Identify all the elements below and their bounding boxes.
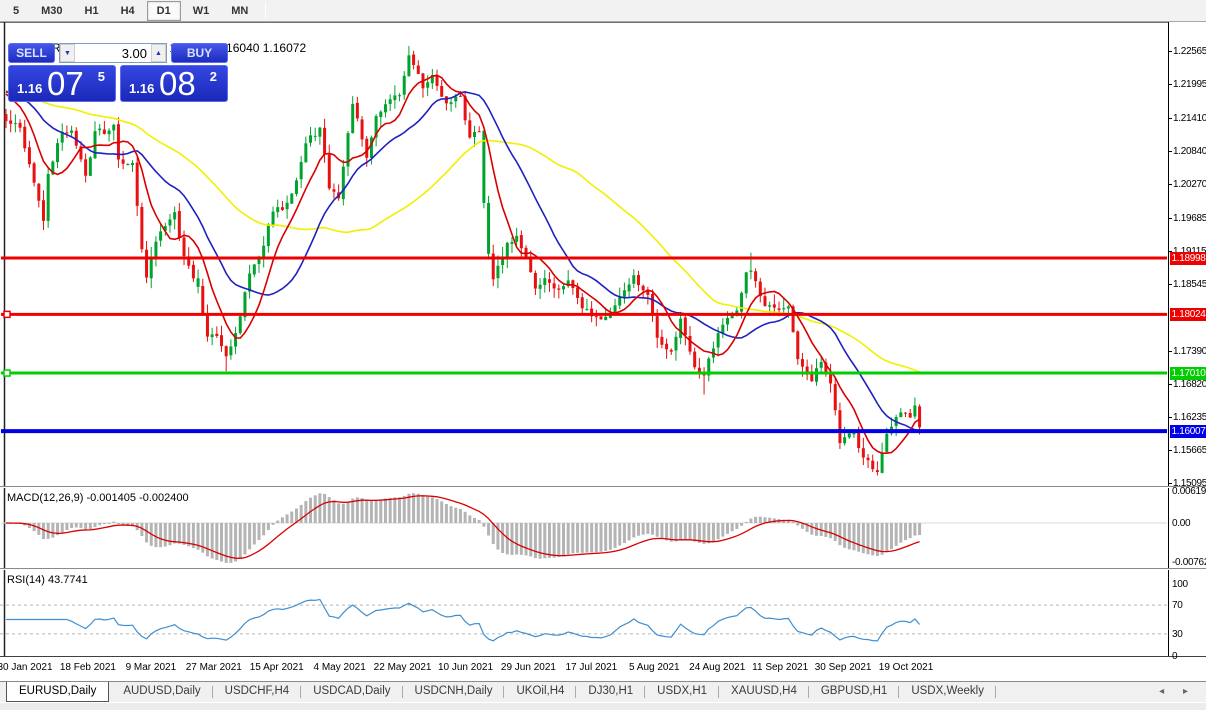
chart-window[interactable]: ▲EURUSD,Daily 1.16091 1.16161 1.16040 1.…	[0, 22, 1206, 681]
price-tick-label: 1.17390	[1168, 345, 1206, 357]
rsi-tick-label: 100	[1172, 578, 1188, 590]
price-tick-label: 1.16235	[1168, 412, 1206, 424]
timeframe-button-MN[interactable]: MN	[231, 4, 249, 17]
date-label: 4 May 2021	[313, 662, 366, 673]
volume-spinner: ▼ 3.00 ▲	[59, 43, 167, 63]
price-tick-label: 1.20840	[1168, 145, 1206, 157]
rsi-tick-label: 0	[1172, 650, 1178, 662]
pane-divider[interactable]	[0, 486, 1206, 488]
rsi-indicator-header: RSI(14) 43.7741	[7, 574, 88, 586]
price-tick-label: 1.21995	[1168, 79, 1206, 91]
price-tick-label: 1.16820	[1168, 378, 1206, 390]
chart-tab-usdx-h1[interactable]: USDX,H1	[645, 682, 719, 700]
price-axis[interactable]: 1.22565 1.21995 1.21410 1.20840 1.20270 1.196…	[1168, 22, 1206, 656]
chart-tab-bar: EURUSD,Daily AUDUSD,Daily USDCHF,H4 USDCAD,…	[0, 681, 1206, 702]
sell-price-prefix: 1.16	[17, 81, 43, 96]
date-label: 15 Apr 2021	[249, 662, 304, 673]
buy-price-big: 08	[159, 65, 196, 102]
date-label: 30 Sep 2021	[814, 662, 872, 673]
chart-tab-usdcad-daily[interactable]: USDCAD,Daily	[301, 682, 403, 700]
pane-border	[0, 656, 1206, 657]
price-tick-label: 1.19685	[1168, 212, 1206, 224]
date-label: 27 Mar 2021	[185, 662, 242, 673]
date-label: 22 May 2021	[373, 662, 432, 673]
timeframe-button-D1[interactable]: D1	[146, 0, 181, 21]
chart-tab-usdx-weekly[interactable]: USDX,Weekly	[899, 682, 996, 700]
macd-tick-label: 0.006193	[1172, 485, 1206, 497]
date-label: 29 Jun 2021	[500, 662, 556, 673]
timeframe-button-W1[interactable]: W1	[192, 4, 210, 17]
timeframe-button-H4[interactable]: H4	[120, 4, 135, 17]
date-label: 17 Jul 2021	[565, 662, 618, 673]
date-label: 30 Jan 2021	[0, 662, 53, 673]
sell-price-panel[interactable]: 1.16 07 5	[8, 65, 116, 102]
toolbar-separator	[265, 2, 267, 19]
date-label: 18 Feb 2021	[59, 662, 117, 673]
timeframe-toolbar: 5 M30 H1 H4 D1 W1 MN	[0, 0, 1206, 22]
date-label: 9 Mar 2021	[125, 662, 177, 673]
chart-tab-ukoil-h4[interactable]: UKOil,H4	[504, 682, 577, 700]
sell-price-sup: 5	[97, 69, 105, 84]
buy-price-panel[interactable]: 1.16 08 2	[120, 65, 228, 102]
price-tick-label: 1.21410	[1168, 112, 1206, 124]
volume-field[interactable]: 3.00	[121, 46, 147, 61]
buy-button[interactable]: BUY	[171, 43, 228, 63]
rsi-tick-label: 30	[1172, 628, 1183, 640]
date-axis: 30 Jan 2021 18 Feb 2021 9 Mar 2021 27 Mar 2…	[0, 657, 1206, 681]
timeframe-button-H1[interactable]: H1	[84, 4, 99, 17]
price-level-badge: 1.18998	[1170, 251, 1206, 265]
price-tick-label: 1.22565	[1168, 46, 1206, 58]
date-label: 24 Aug 2021	[689, 662, 746, 673]
macd-tick-label: 0.00	[1172, 518, 1191, 529]
one-click-trade-widget: SELL ▼ 3.00 ▲ BUY 1.16 07 5 1.16 08 2	[8, 43, 228, 102]
chart-tab-eurusd-daily[interactable]: EURUSD,Daily	[6, 682, 110, 702]
buy-price-sup: 2	[209, 69, 217, 84]
date-label: 5 Aug 2021	[628, 662, 680, 673]
sell-price-big: 07	[47, 65, 84, 102]
pane-divider[interactable]	[0, 568, 1206, 570]
price-level-badge: 1.17010	[1170, 366, 1206, 380]
chart-tab-usdchf-h4[interactable]: USDCHF,H4	[213, 682, 302, 700]
chart-tab-gbpusd-h1[interactable]: GBPUSD,H1	[809, 682, 900, 700]
timeframe-button-M30[interactable]: M30	[41, 4, 63, 17]
date-label: 11 Sep 2021	[752, 662, 809, 673]
volume-decrease-button[interactable]: ▼	[60, 44, 75, 62]
date-label: 19 Oct 2021	[878, 662, 934, 673]
price-tick-label: 1.19115	[1168, 246, 1206, 257]
price-level-badge: 1.18024	[1170, 307, 1206, 321]
price-tick-label: 1.15095	[1168, 478, 1206, 490]
price-level-badge: 1.16007	[1170, 424, 1206, 438]
buy-price-prefix: 1.16	[129, 81, 155, 96]
macd-tick-label: -0.00762	[1172, 557, 1206, 569]
chart-tab-audusd-daily[interactable]: AUDUSD,Daily	[111, 682, 213, 700]
candlestick-chart-canvas[interactable]	[0, 22, 1168, 681]
chart-tab-xauusd-h4[interactable]: XAUUSD,H4	[719, 682, 809, 700]
tab-scroll-arrows[interactable]: ◂ ▸	[1159, 686, 1196, 697]
price-tick-label: 1.15665	[1168, 445, 1206, 457]
volume-increase-button[interactable]: ▲	[151, 44, 166, 62]
chart-tab-dj30-h1[interactable]: DJ30,H1	[576, 682, 645, 700]
macd-indicator-header: MACD(12,26,9) -0.001405 -0.002400	[7, 492, 189, 504]
status-strip	[0, 702, 1206, 710]
timeframe-button-5[interactable]: 5	[13, 4, 20, 17]
price-tick-label: 1.20270	[1168, 178, 1206, 190]
price-tick-label: 1.18545	[1168, 278, 1206, 290]
sell-button[interactable]: SELL	[8, 43, 55, 63]
date-label: 10 Jun 2021	[437, 662, 494, 673]
rsi-tick-label: 70	[1172, 600, 1183, 612]
chart-tab-usdcnh-daily[interactable]: USDCNH,Daily	[403, 682, 505, 700]
